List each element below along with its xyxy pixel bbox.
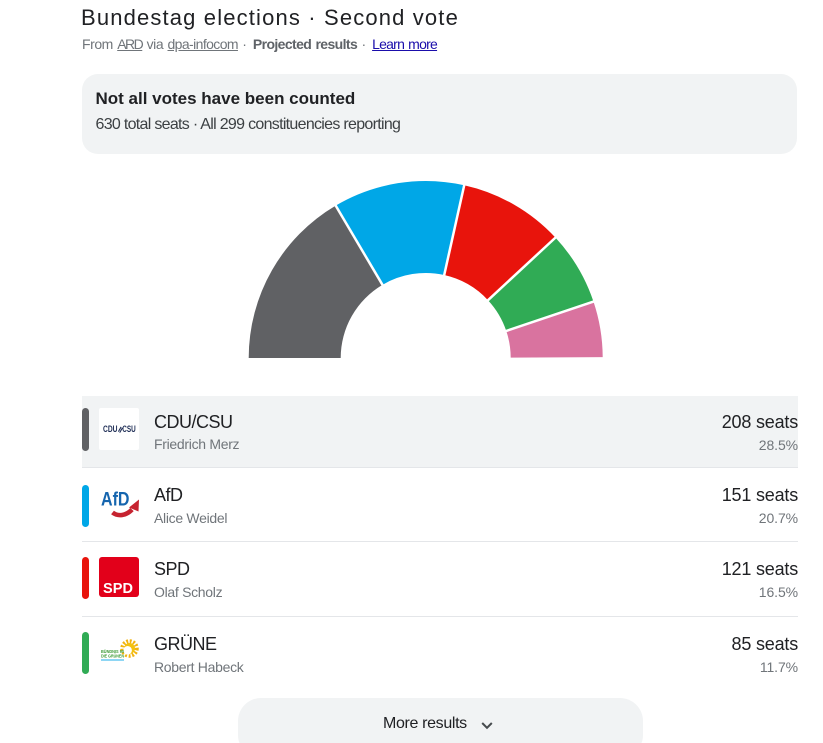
svg-text:DIE GRÜNEN: DIE GRÜNEN [101,652,124,659]
svg-text:SPD: SPD [103,581,133,597]
svg-text:CDU: CDU [103,424,118,434]
svg-text:AfD: AfD [101,488,130,510]
svg-text:BÜNDNIS 90: BÜNDNIS 90 [101,648,124,655]
svg-text:CSU: CSU [122,424,136,434]
